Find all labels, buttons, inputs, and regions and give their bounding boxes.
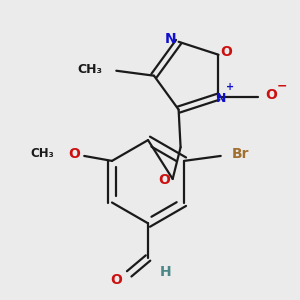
Text: CH₃: CH₃ [77,63,102,76]
Text: O: O [158,173,170,187]
Text: O: O [220,45,232,59]
Text: H: H [160,265,172,279]
Text: O: O [68,147,80,161]
Text: O: O [110,273,122,287]
Text: +: + [226,82,234,92]
Text: −: − [277,79,287,92]
Text: CH₃: CH₃ [31,148,55,160]
Text: N: N [165,32,176,46]
Text: Br: Br [232,147,249,161]
Text: O: O [265,88,277,102]
Text: N: N [216,92,226,105]
